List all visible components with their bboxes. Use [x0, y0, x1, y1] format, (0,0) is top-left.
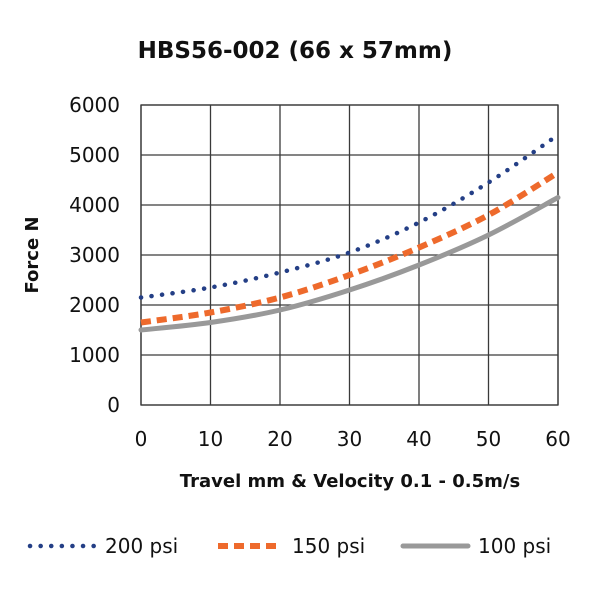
y-tick-label: 4000	[69, 193, 120, 217]
x-tick-label: 10	[198, 427, 223, 451]
y-tick-label: 3000	[69, 243, 120, 267]
y-tick-label: 6000	[69, 93, 120, 117]
series-line-200-psi	[138, 132, 561, 300]
x-tick-label: 20	[267, 427, 292, 451]
legend: 200 psi 150 psi 100 psi	[27, 534, 551, 558]
series-line-150-psi	[140, 169, 560, 326]
y-axis-label: Force N	[22, 216, 43, 293]
x-tick-label: 40	[406, 427, 431, 451]
y-tick-label: 5000	[69, 143, 120, 167]
x-tick-label: 0	[135, 427, 148, 451]
tick-labels: 0 10 20 30 40 50 60 0 1000 2000 3000 4000 5000 6000	[69, 93, 571, 451]
series-group	[138, 132, 561, 333]
x-tick-label: 30	[337, 427, 362, 451]
plot-frame	[140, 104, 559, 406]
x-axis-label: Travel mm & Velocity 0.1 - 0.5m/s	[180, 471, 520, 492]
series-line-100-psi	[138, 195, 561, 333]
y-tick-label: 2000	[69, 293, 120, 317]
chart-title: HBS56-002 (66 x 57mm)	[138, 38, 453, 64]
y-tick-label: 1000	[69, 343, 120, 367]
legend-label-150-psi: 150 psi	[292, 534, 365, 558]
legend-label-200-psi: 200 psi	[105, 534, 178, 558]
x-tick-label: 50	[476, 427, 501, 451]
y-tick-label: 0	[107, 393, 120, 417]
x-tick-label: 60	[545, 427, 570, 451]
grid	[140, 104, 559, 406]
legend-label-100-psi: 100 psi	[478, 534, 551, 558]
